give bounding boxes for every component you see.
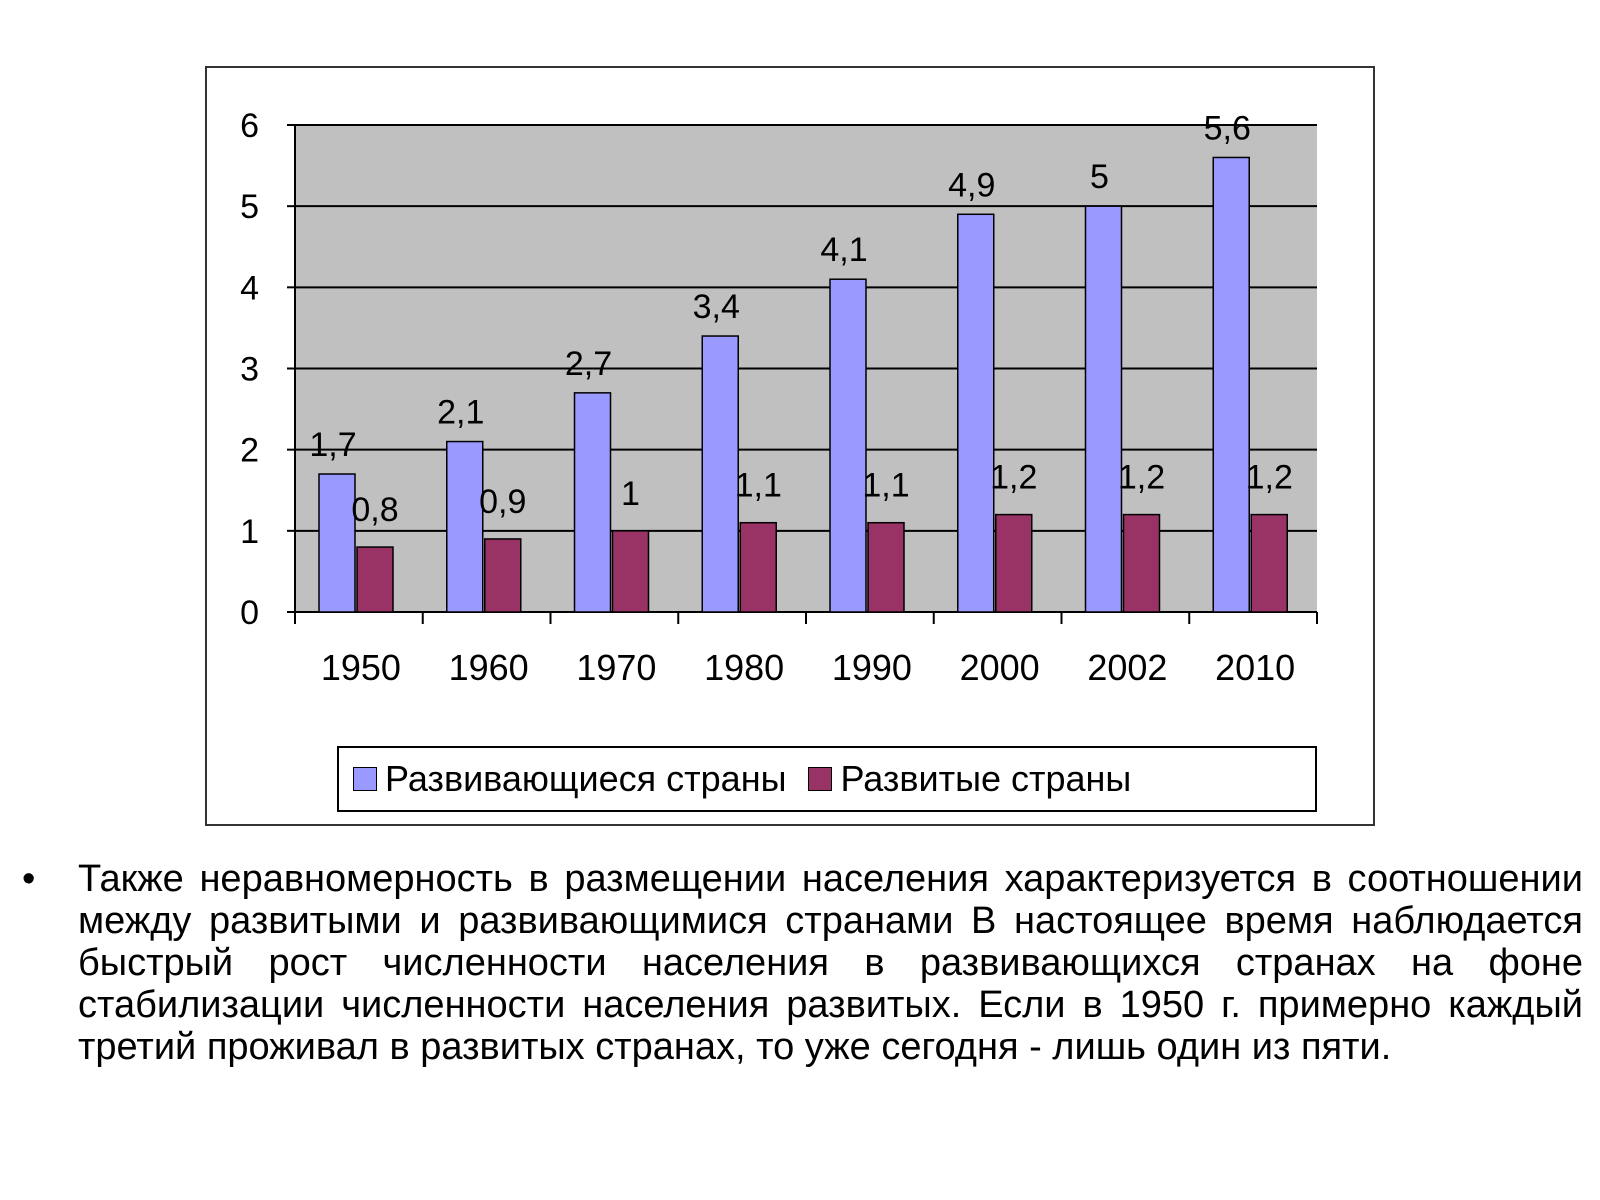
bar [446, 440, 484, 613]
legend-label-developed: Развитые страны [840, 758, 1132, 799]
bar [829, 278, 867, 613]
data-label: 1,1 [735, 467, 782, 505]
x-tick-label: 1960 [449, 647, 529, 688]
data-label: 1 [621, 475, 640, 513]
y-tick-label: 0 [240, 594, 259, 632]
y-tick-label: 6 [240, 107, 259, 145]
x-tick-label: 1950 [321, 647, 401, 688]
data-label: 0,8 [351, 491, 398, 529]
y-tick-label: 1 [240, 513, 259, 551]
bar [484, 538, 522, 613]
x-tick-label: 2010 [1215, 647, 1295, 688]
x-tick-label: 1980 [704, 647, 784, 688]
y-tick-label: 5 [240, 188, 259, 226]
bar [356, 546, 394, 613]
bar [1212, 156, 1250, 613]
bar [611, 530, 650, 613]
data-label: 3,4 [693, 288, 740, 326]
bar [1084, 205, 1123, 613]
data-label: 1,1 [862, 467, 909, 505]
chart-legend: Развивающиеся страны Развитые страны [337, 746, 1317, 812]
bar [701, 335, 739, 613]
data-label: 1,2 [1246, 459, 1293, 497]
x-tick-label: 2002 [1087, 647, 1167, 688]
y-tick-label: 4 [240, 269, 259, 307]
bar [318, 473, 356, 613]
x-tick-label: 2000 [960, 647, 1040, 688]
bar [995, 513, 1033, 613]
bar [957, 213, 995, 613]
bar [867, 521, 905, 613]
body-paragraph: Также неравномерность в размещении насел… [78, 858, 1583, 1068]
data-label: 4,1 [820, 231, 867, 269]
legend-swatch-developing [353, 767, 377, 791]
data-label: 2,7 [565, 345, 612, 383]
legend-item-developing: Развивающиеся страны [353, 758, 786, 800]
bullet-marker: • [22, 858, 36, 900]
bar [739, 521, 777, 613]
legend-swatch-developed [808, 767, 833, 791]
x-tick-label: 1990 [832, 647, 912, 688]
bar [1122, 513, 1161, 613]
data-label: 1,7 [309, 426, 356, 464]
data-label: 4,9 [948, 166, 995, 204]
bar [573, 392, 612, 613]
data-label: 2,1 [437, 394, 484, 432]
data-label: 1,2 [1118, 459, 1165, 497]
data-label: 0,9 [479, 483, 526, 521]
bar-chart: 0 1 2 3 4 5 6 1,7 0,8 1950 2,1 0,9 1960 2,7 1 1970 3,4 1,… [240, 107, 1318, 688]
data-label: 1,2 [990, 459, 1037, 497]
legend-label-developing: Развивающиеся страны [385, 758, 787, 799]
data-label: 5 [1090, 158, 1109, 196]
chart-frame: 0 1 2 3 4 5 6 1,7 0,8 1950 2,1 0,9 1960 2,7 1 1970 3,4 1,… [205, 66, 1375, 826]
x-tick-label: 1970 [576, 647, 656, 688]
bar [1250, 513, 1288, 613]
y-tick-label: 2 [240, 432, 259, 470]
data-label: 5,6 [1204, 109, 1251, 147]
y-tick-label: 3 [240, 351, 259, 389]
legend-item-developed: Развитые страны [808, 758, 1131, 800]
